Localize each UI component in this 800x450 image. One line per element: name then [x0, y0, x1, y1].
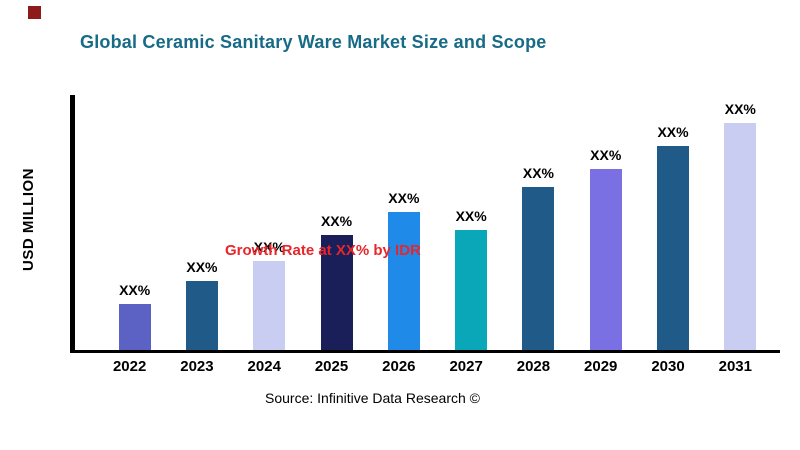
- bar-2023: [185, 281, 218, 350]
- bar-2026: [387, 212, 420, 350]
- bar-value-label: XX%: [119, 282, 151, 299]
- bar-column: XX%: [303, 95, 370, 350]
- bar-value-label: XX%: [724, 101, 756, 118]
- bar-column: XX%: [437, 95, 504, 350]
- bar-column: XX%: [639, 95, 706, 350]
- bar-value-label: XX%: [320, 213, 353, 230]
- bar-2031: [724, 123, 757, 350]
- bar-2025: [320, 235, 353, 350]
- bar-value-label: XX%: [388, 190, 420, 207]
- bar-column: XX%: [370, 95, 437, 350]
- y-axis-title: USD MILLION: [20, 168, 37, 272]
- bar-column: XX%: [505, 95, 572, 350]
- growth-rate-annotation: Growth Rate at XX% by IDR: [225, 242, 421, 259]
- bar-value-label: XX%: [522, 164, 554, 181]
- brand-mark-square: [28, 6, 41, 19]
- bar-2024: [253, 260, 286, 350]
- bar-2029: [589, 168, 622, 350]
- x-axis-label-2025: 2025: [314, 358, 349, 375]
- source-attribution: Source: Infinitive Data Research ©: [265, 390, 480, 406]
- bar-column: XX%: [101, 95, 168, 350]
- bar-column: XX%: [236, 95, 303, 350]
- chart-title: Global Ceramic Sanitary Ware Market Size…: [80, 32, 547, 52]
- x-axis-label-2027: 2027: [449, 358, 483, 375]
- bar-2030: [657, 146, 690, 350]
- x-axis-label-2026: 2026: [382, 358, 416, 375]
- bar-2022: [118, 304, 151, 350]
- x-axis-label-2022: 2022: [112, 358, 147, 375]
- bar-value-label: XX%: [455, 208, 487, 225]
- bar-2027: [455, 230, 488, 350]
- bar-2028: [522, 186, 555, 350]
- x-axis-label-2023: 2023: [180, 358, 214, 375]
- x-axis-labels: 2022 2023 2024 2025 2026 2027 2028 2029 2030 2031: [70, 358, 775, 375]
- bar-value-label: XX%: [590, 146, 622, 163]
- bars-container: XX% XX% XX% XX% XX% XX% XX% XX% XX% XX%: [75, 95, 780, 350]
- x-axis-label-2024: 2024: [247, 358, 281, 375]
- bar-column: XX%: [168, 95, 235, 350]
- x-axis-label-2030: 2030: [651, 358, 685, 375]
- plot-area: XX% XX% XX% XX% XX% XX% XX% XX% XX% XX% Growth Ra…: [70, 95, 780, 353]
- x-axis-label-2029: 2029: [584, 358, 618, 375]
- bar-value-label: XX%: [657, 124, 689, 140]
- bar-column: XX%: [707, 95, 774, 350]
- x-axis-label-2028: 2028: [516, 358, 551, 375]
- bar-value-label: XX%: [253, 238, 285, 255]
- bar-value-label: XX%: [186, 259, 218, 276]
- bar-column: XX%: [572, 95, 639, 350]
- x-axis-label-2031: 2031: [718, 358, 752, 375]
